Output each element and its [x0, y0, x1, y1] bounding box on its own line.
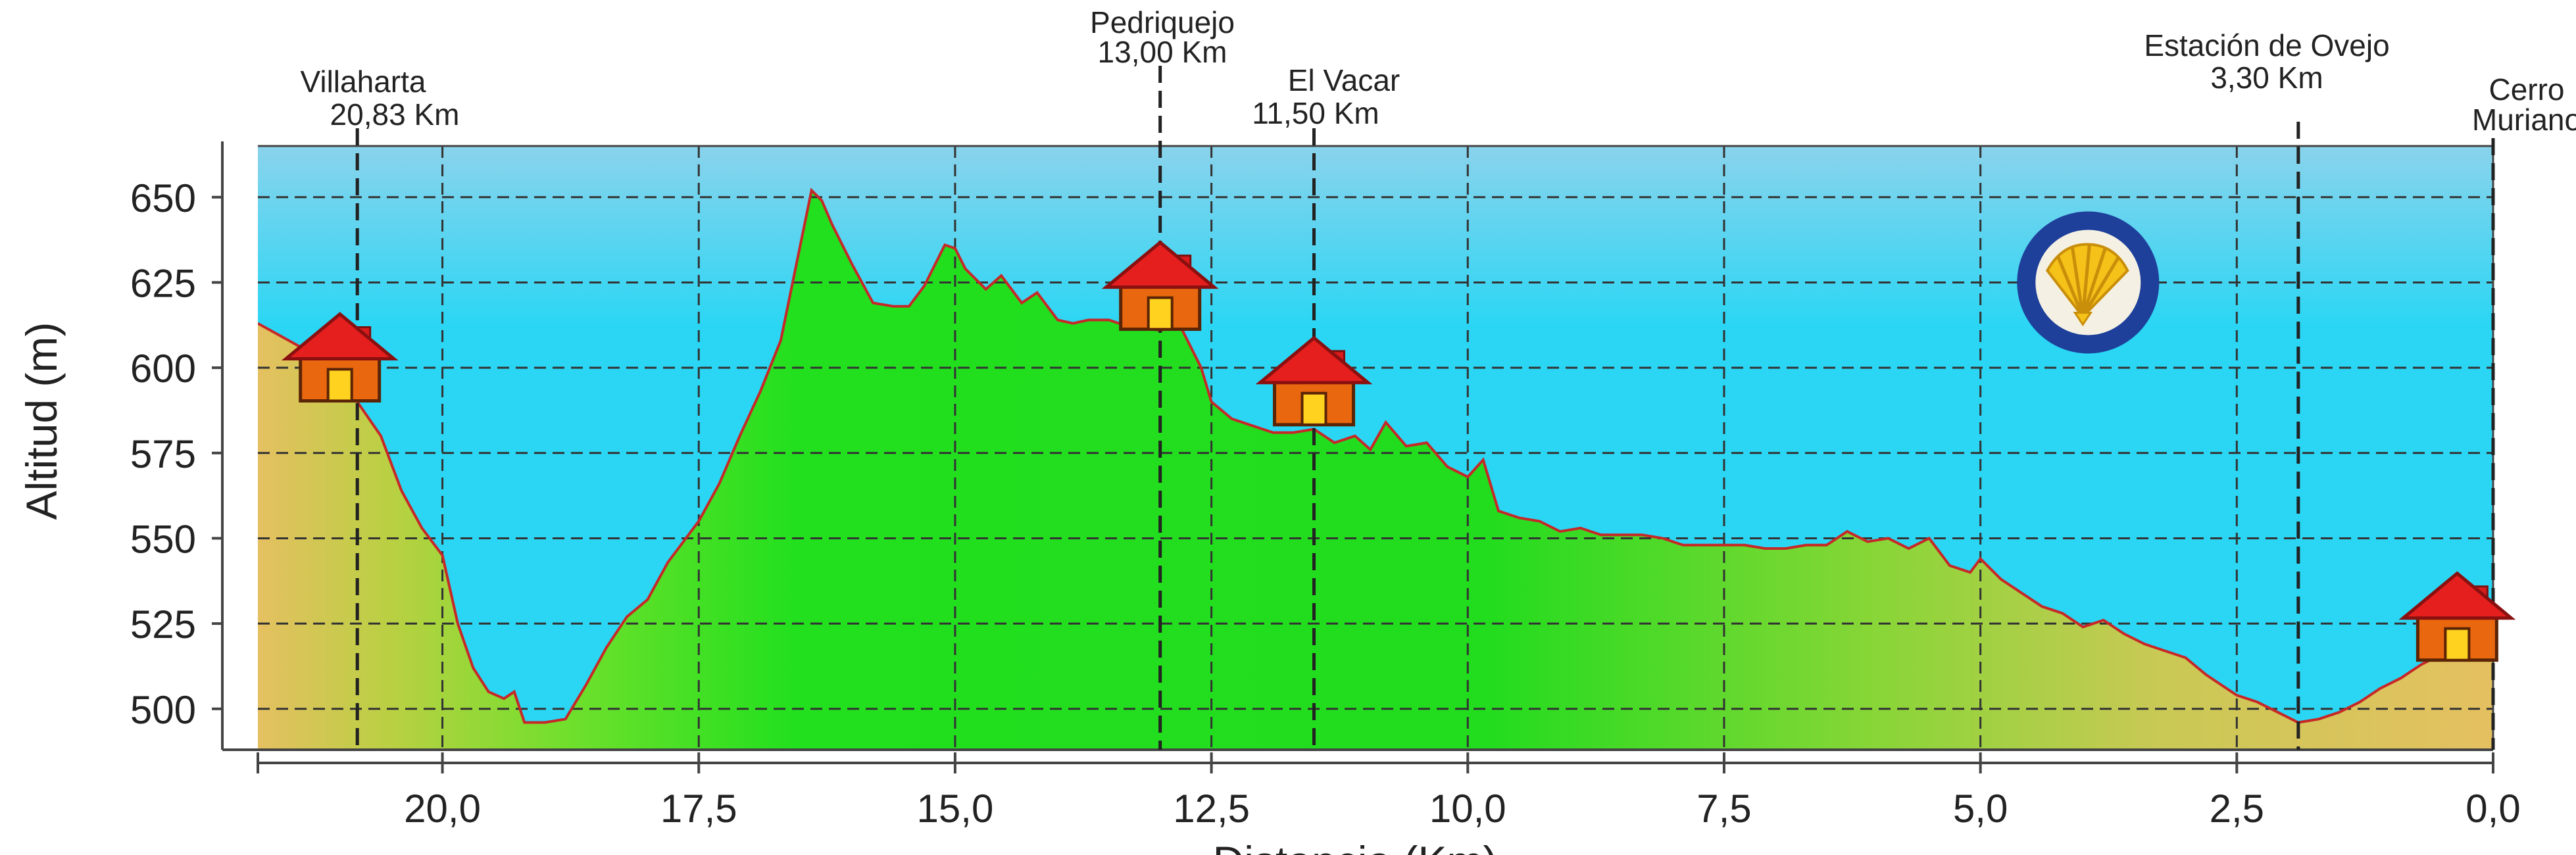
house-icon [2398, 571, 2516, 662]
landmark-distance: 3,30 Km [2210, 61, 2323, 95]
x-tick-label: 0,0 [2465, 787, 2520, 831]
landmark-name: El Vacar [1288, 63, 1400, 97]
landmark-distance: 20,83 Km [330, 97, 460, 132]
y-axis-ticks: 650 625 600 575 550 525 500 [130, 176, 222, 732]
x-tick-label: 7,5 [1697, 787, 1751, 831]
y-tick-label: 600 [130, 347, 196, 391]
village-markers [281, 240, 2516, 662]
terrain-area [258, 190, 2493, 750]
x-tick-label: 10,0 [1429, 787, 1506, 831]
y-tick-label: 650 [130, 176, 196, 220]
x-tick-label: 2,5 [2210, 787, 2264, 831]
y-tick-label: 625 [130, 261, 196, 305]
landmark-name-line2: Muriano [2472, 103, 2576, 137]
x-tick-label: 15,0 [917, 787, 994, 831]
x-tick-label: 5,0 [1953, 787, 2008, 831]
profile-line [258, 187, 2493, 724]
landmark-name: Pedriquejo [1090, 5, 1235, 39]
landmark-name: Estación de Ovejo [2144, 28, 2389, 62]
x-axis-ticks: 20,0 17,5 15,0 12,5 10,0 7,5 5,0 2,5 0,0 [257, 752, 2521, 831]
house-icon [1255, 335, 1373, 427]
landmark-distance: 11,50 Km [1252, 96, 1379, 130]
y-axis-label: Altitud (m) [17, 322, 66, 520]
x-tick-label: 17,5 [660, 787, 737, 831]
x-axis-label: Distancia (Km) [1213, 837, 1498, 855]
y-tick-label: 500 [130, 688, 196, 732]
house-icon [281, 312, 399, 403]
house-icon [1101, 240, 1219, 331]
landmark-distance: 13,00 Km [1098, 35, 1227, 69]
y-tick-label: 575 [130, 432, 196, 476]
landmark-name: Cerro [2489, 72, 2564, 107]
landmark-name: Villaharta [301, 64, 426, 99]
camino-shell-emblem [2017, 211, 2160, 354]
y-tick-label: 525 [130, 602, 196, 647]
scallop-shell-icon [2045, 243, 2129, 327]
x-tick-label: 20,0 [404, 787, 481, 831]
y-tick-label: 550 [130, 517, 196, 561]
x-tick-label: 12,5 [1173, 787, 1250, 831]
